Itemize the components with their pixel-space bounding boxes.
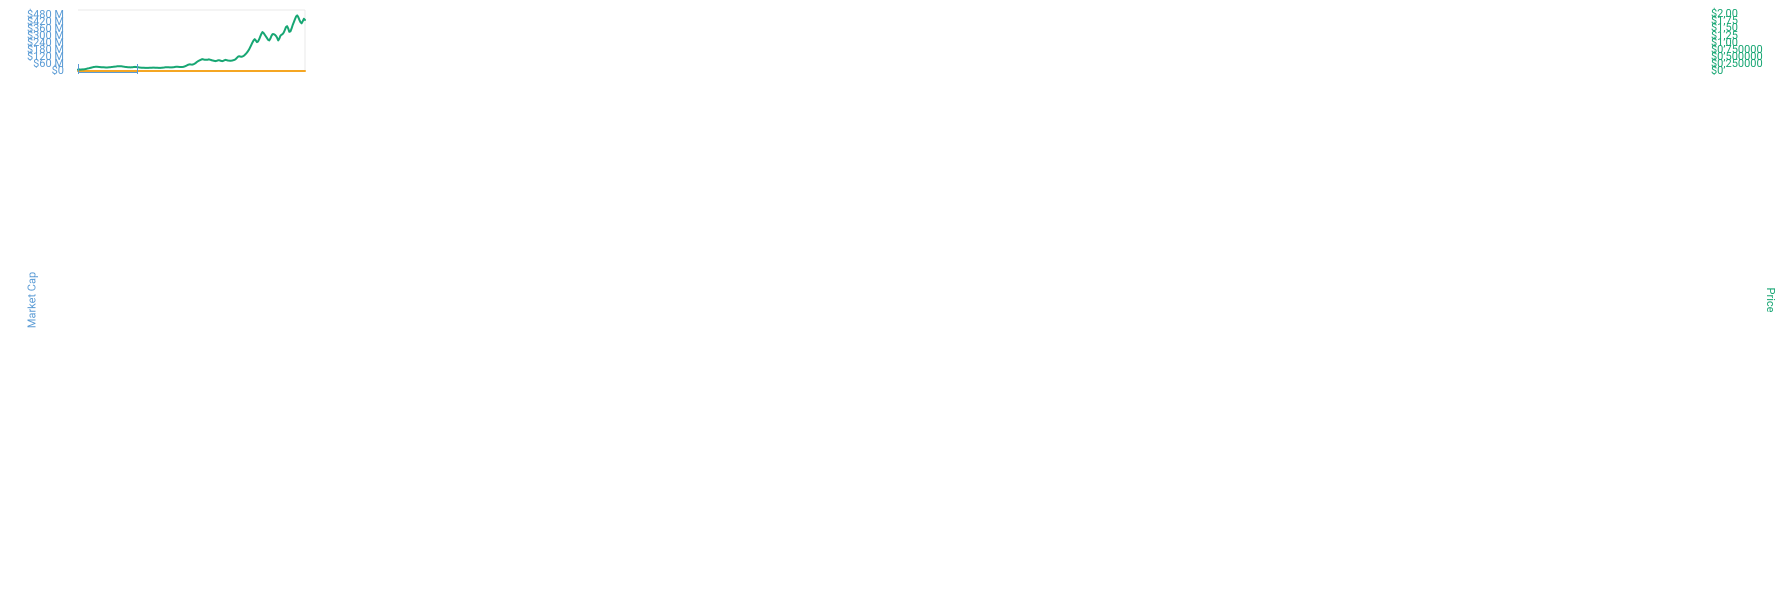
time-range-brush[interactable] — [78, 69, 138, 73]
brush-handle-left[interactable] — [78, 64, 79, 74]
series-price — [78, 15, 305, 69]
brush-handle-right[interactable] — [137, 64, 138, 74]
plot-area — [0, 0, 1785, 599]
dual-axis-line-chart: Market Cap Price $0$60 M$120 M$180 M$240… — [0, 0, 1785, 599]
